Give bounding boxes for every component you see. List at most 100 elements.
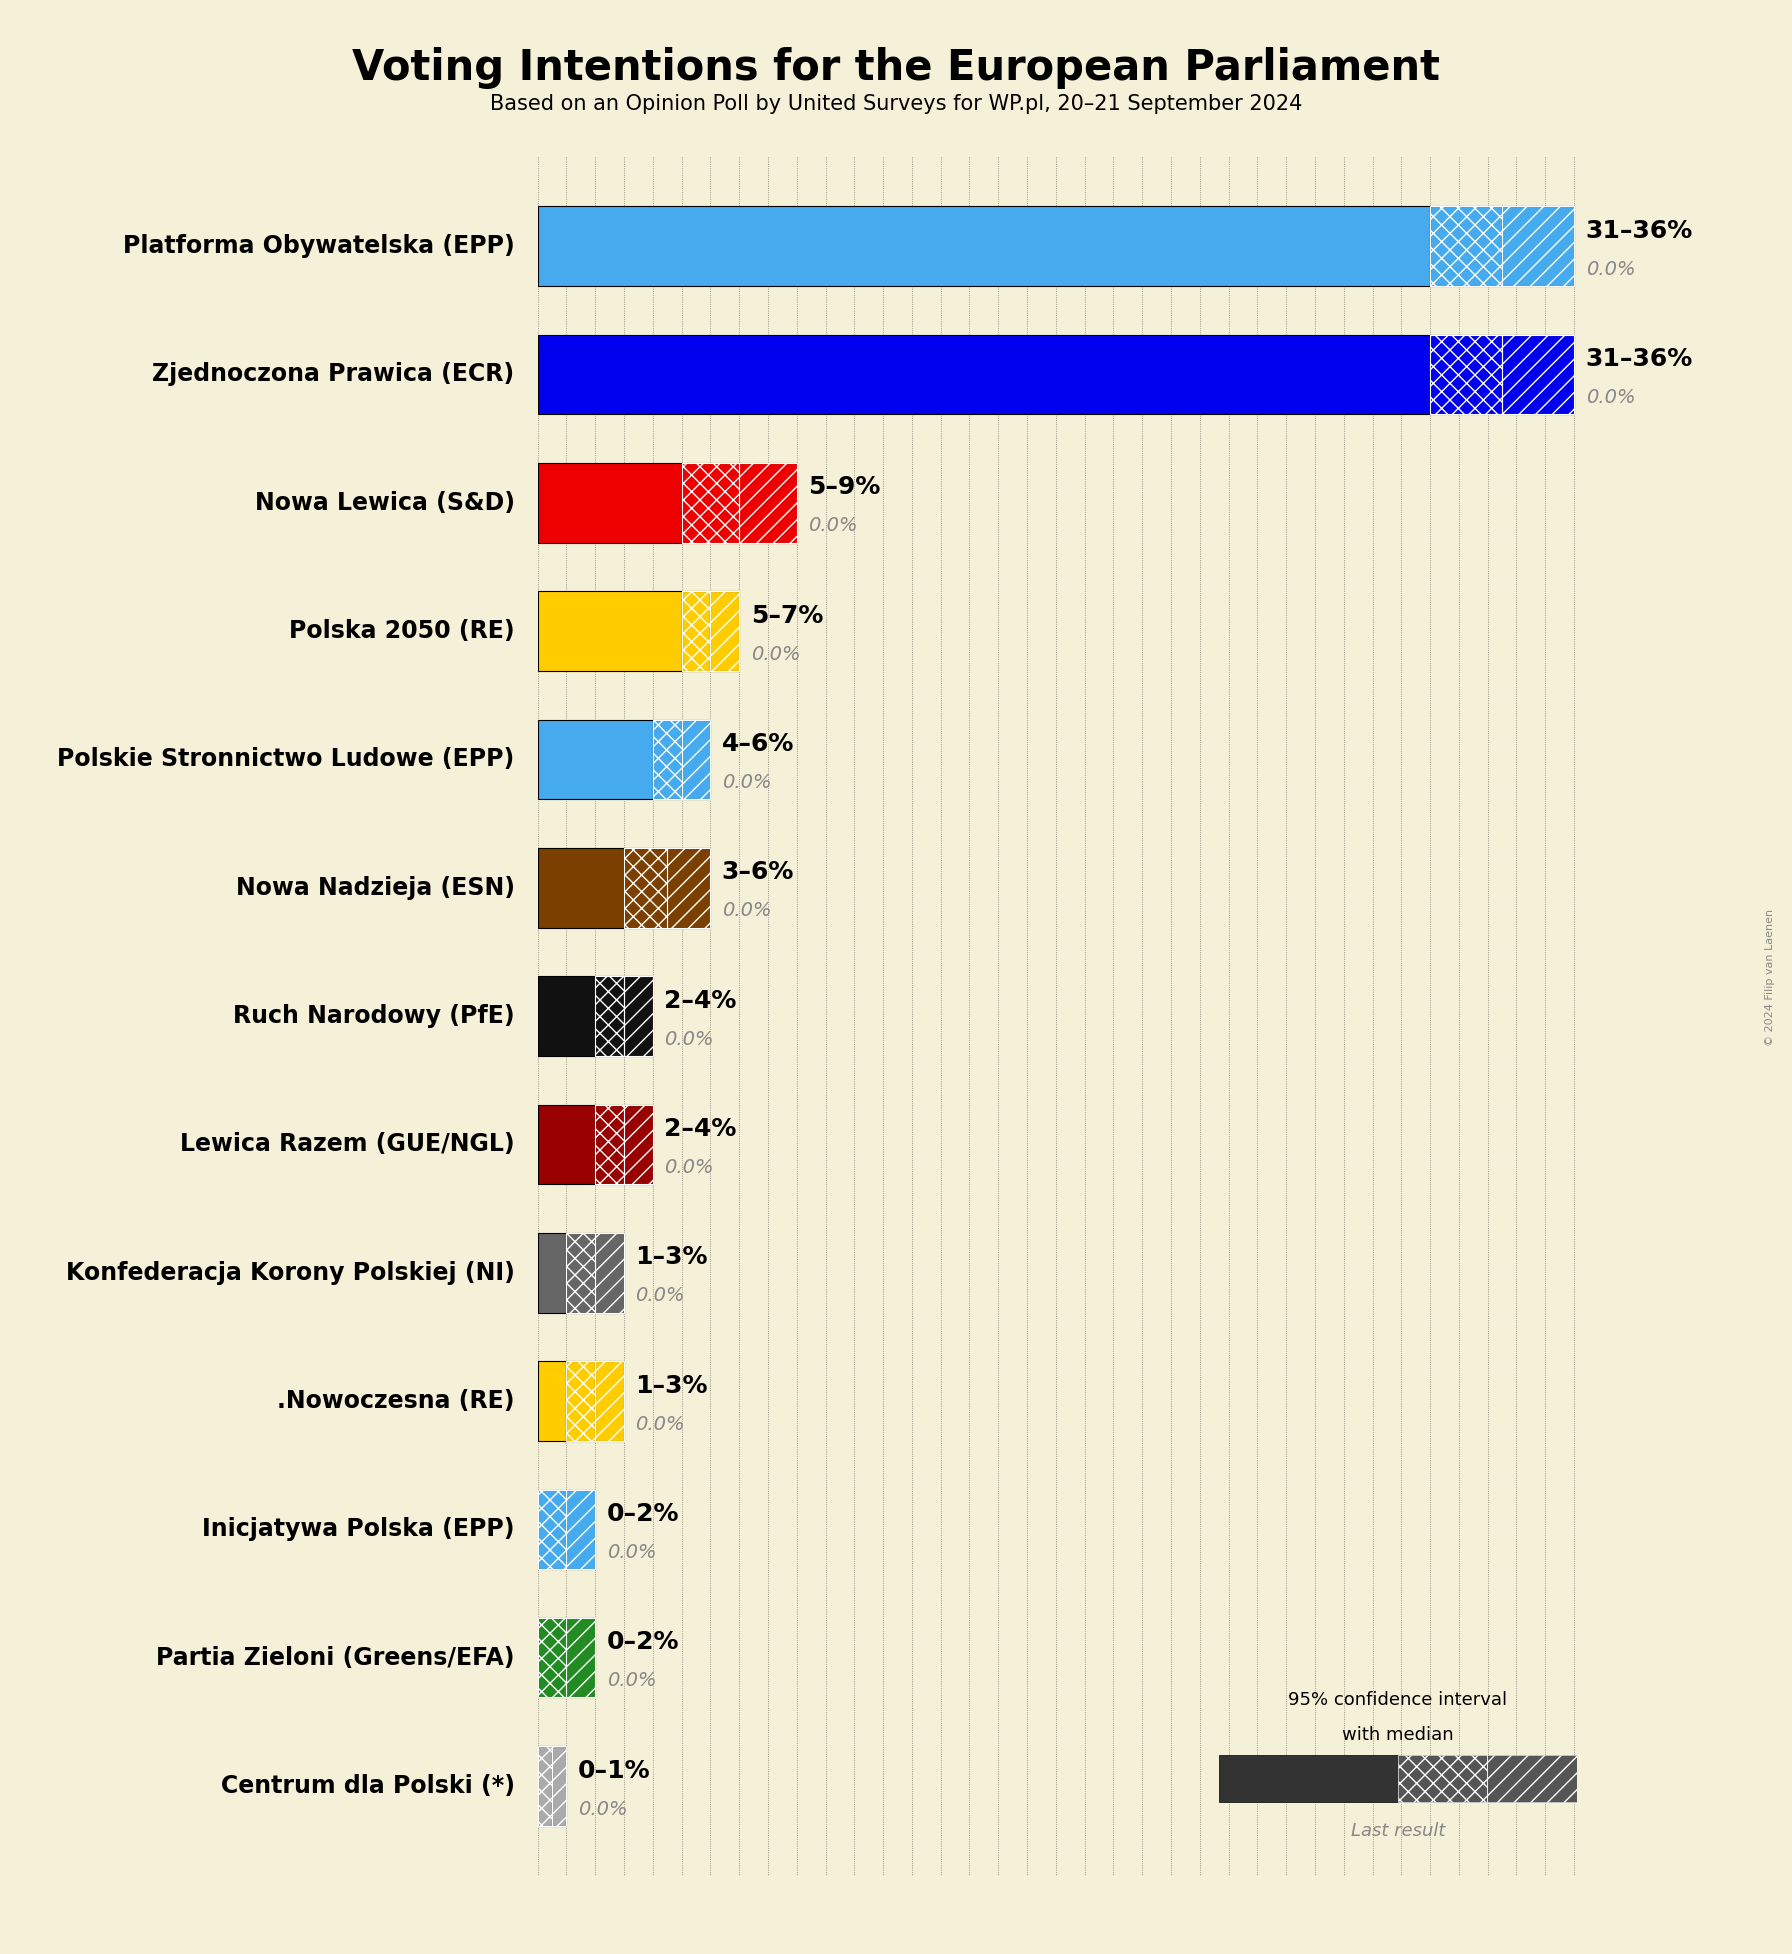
Bar (566, 1362, 595, 1440)
Bar (538, 1747, 552, 1825)
Text: 95% confidence interval: 95% confidence interval (1288, 1690, 1507, 1710)
Text: with median: with median (1342, 1725, 1453, 1745)
Bar (595, 1104, 624, 1184)
Bar (681, 463, 738, 543)
Bar (538, 1362, 566, 1440)
Bar (595, 1362, 624, 1440)
Bar (552, 1747, 566, 1825)
Bar (566, 1618, 595, 1698)
Text: 2–4%: 2–4% (665, 989, 737, 1012)
Text: 0.0%: 0.0% (722, 774, 771, 791)
Text: 0.0%: 0.0% (636, 1286, 685, 1305)
Bar (538, 848, 624, 928)
Bar (566, 1489, 595, 1569)
Text: .Nowoczesna (RE): .Nowoczesna (RE) (278, 1389, 514, 1413)
Bar (538, 1233, 566, 1313)
Bar (1430, 334, 1502, 414)
Text: 0.0%: 0.0% (665, 1030, 713, 1049)
Bar (595, 977, 624, 1055)
Bar (738, 463, 797, 543)
Bar (1502, 334, 1573, 414)
Bar (1502, 207, 1573, 285)
Text: 3–6%: 3–6% (722, 860, 794, 885)
Bar (1487, 1755, 1577, 1802)
Bar (566, 1489, 595, 1569)
Text: Centrum dla Polski (*): Centrum dla Polski (*) (220, 1774, 514, 1798)
Bar (1430, 334, 1502, 414)
Bar (681, 592, 710, 670)
Bar (538, 334, 1430, 414)
Text: Ruch Narodowy (PfE): Ruch Narodowy (PfE) (233, 1004, 514, 1028)
Bar (667, 848, 710, 928)
Bar (566, 1362, 595, 1440)
Bar (538, 1104, 595, 1184)
Bar (566, 1618, 595, 1698)
Bar (681, 719, 710, 799)
Bar (538, 1618, 566, 1698)
Bar (681, 719, 710, 799)
Bar (595, 977, 624, 1055)
Text: 0.0%: 0.0% (751, 645, 801, 664)
Bar (710, 592, 738, 670)
Text: 5–9%: 5–9% (808, 475, 880, 500)
Bar (538, 1489, 566, 1569)
Bar (667, 848, 710, 928)
Bar (595, 1362, 624, 1440)
Text: Polska 2050 (RE): Polska 2050 (RE) (289, 619, 514, 643)
Bar (1502, 207, 1573, 285)
Bar (1398, 1755, 1487, 1802)
Text: Polskie Stronnictwo Ludowe (EPP): Polskie Stronnictwo Ludowe (EPP) (57, 748, 514, 772)
Text: 0.0%: 0.0% (577, 1800, 627, 1819)
Text: 1–3%: 1–3% (636, 1374, 708, 1397)
Text: Partia Zieloni (Greens/EFA): Partia Zieloni (Greens/EFA) (156, 1645, 514, 1669)
Bar (1398, 1755, 1487, 1802)
Bar (624, 977, 652, 1055)
Text: 0.0%: 0.0% (1586, 389, 1634, 406)
Bar (624, 848, 667, 928)
Bar (552, 1747, 566, 1825)
Text: 0.0%: 0.0% (607, 1671, 656, 1690)
Text: 0.0%: 0.0% (607, 1544, 656, 1561)
Bar (710, 592, 738, 670)
Text: 0–2%: 0–2% (607, 1503, 679, 1526)
Text: Nowa Nadzieja (ESN): Nowa Nadzieja (ESN) (235, 875, 514, 899)
Bar (1219, 1755, 1398, 1802)
Text: 31–36%: 31–36% (1586, 219, 1693, 242)
Text: 0.0%: 0.0% (636, 1415, 685, 1434)
Text: 2–4%: 2–4% (665, 1118, 737, 1141)
Bar (1502, 334, 1573, 414)
Bar (538, 592, 681, 670)
Text: 4–6%: 4–6% (722, 733, 794, 756)
Text: 0–2%: 0–2% (607, 1630, 679, 1655)
Text: Based on an Opinion Poll by United Surveys for WP.pl, 20–21 September 2024: Based on an Opinion Poll by United Surve… (489, 94, 1303, 113)
Text: © 2024 Filip van Laenen: © 2024 Filip van Laenen (1765, 909, 1776, 1045)
Bar (1487, 1755, 1577, 1802)
Bar (538, 719, 652, 799)
Bar (738, 463, 797, 543)
Bar (624, 1104, 652, 1184)
Bar (538, 977, 595, 1055)
Bar (624, 1104, 652, 1184)
Bar (681, 463, 738, 543)
Bar (538, 207, 1430, 285)
Bar (566, 1233, 595, 1313)
Bar (538, 1618, 566, 1698)
Bar (566, 1233, 595, 1313)
Text: Lewica Razem (GUE/NGL): Lewica Razem (GUE/NGL) (179, 1133, 514, 1157)
Text: 0–1%: 0–1% (577, 1759, 650, 1782)
Text: Voting Intentions for the European Parliament: Voting Intentions for the European Parli… (351, 47, 1441, 90)
Text: Konfederacja Korony Polskiej (NI): Konfederacja Korony Polskiej (NI) (66, 1260, 514, 1284)
Text: 0.0%: 0.0% (665, 1159, 713, 1176)
Text: Platforma Obywatelska (EPP): Platforma Obywatelska (EPP) (124, 234, 514, 258)
Bar (681, 592, 710, 670)
Text: 0.0%: 0.0% (808, 516, 858, 535)
Text: Nowa Lewica (S&D): Nowa Lewica (S&D) (254, 490, 514, 514)
Bar (538, 1747, 552, 1825)
Bar (595, 1104, 624, 1184)
Bar (1430, 207, 1502, 285)
Bar (538, 463, 681, 543)
Text: 5–7%: 5–7% (751, 604, 823, 627)
Bar (1430, 207, 1502, 285)
Bar (652, 719, 681, 799)
Bar (595, 1233, 624, 1313)
